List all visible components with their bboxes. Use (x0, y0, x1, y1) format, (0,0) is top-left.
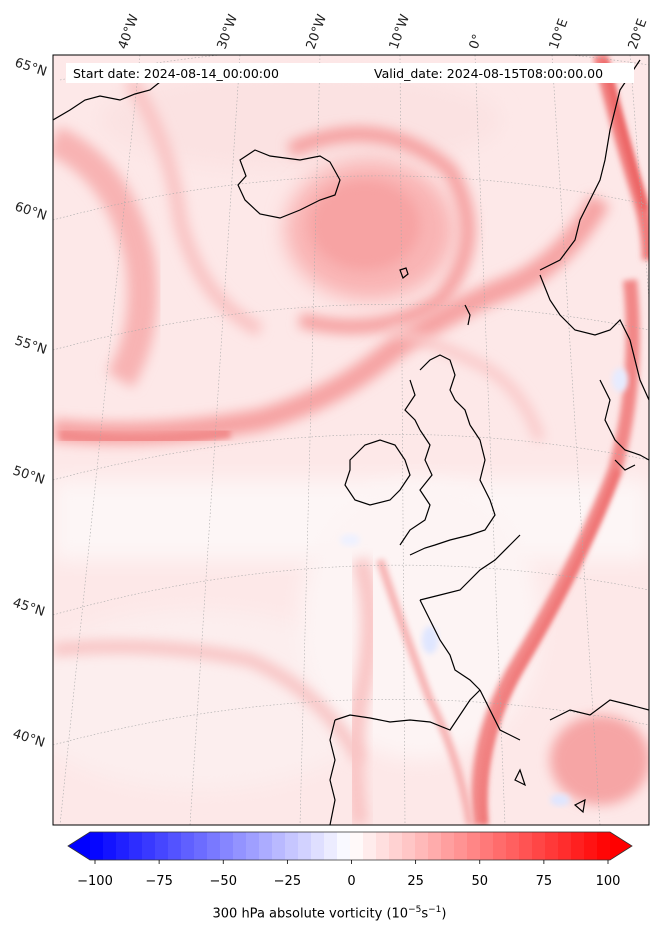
valid-date-label: Valid_date: 2024-08-15T08:00:00.00 (374, 66, 603, 81)
colorbar-segment (441, 832, 455, 860)
colorbar-segment (480, 832, 494, 860)
colorbar-segment (246, 832, 260, 860)
colorbar-segment (493, 832, 507, 860)
start-date-label: Start date: 2024-08-14_00:00:00 (73, 66, 279, 81)
colorbar-segment (233, 832, 247, 860)
colorbar-tick-label: −50 (210, 874, 237, 889)
lon-label: 10°W (387, 12, 413, 51)
lon-label: 0° (467, 32, 486, 51)
lat-label: 60°N (13, 200, 49, 224)
colorbar-tick-label: −100 (77, 874, 113, 889)
graticule (53, 55, 649, 825)
colorbar-segment (363, 832, 377, 860)
colorbar-segment (155, 832, 169, 860)
map-panel: Start date: 2024-08-14_00:00:00 Valid_da… (52, 54, 650, 826)
colorbar-segment (103, 832, 117, 860)
colorbar-segment (259, 832, 273, 860)
colorbar-title-exponent: −5 (408, 905, 422, 915)
colorbar-segment (324, 832, 338, 860)
colorbar-segment (337, 832, 351, 860)
colorbar-segment (168, 832, 182, 860)
colorbar-title-exponent: −1 (428, 905, 442, 915)
colorbar-segment (467, 832, 481, 860)
colorbar-segment (506, 832, 520, 860)
colorbar-segment (311, 832, 325, 860)
colorbar-segment (558, 832, 572, 860)
colorbar-segment (350, 832, 364, 860)
colorbar-segment (532, 832, 546, 860)
colorbar-title-unit: s (421, 906, 429, 922)
colorbar-extend-min (68, 832, 90, 860)
colorbar-segment (454, 832, 468, 860)
colorbar-tick-label: 100 (596, 874, 621, 889)
colorbar-segment (285, 832, 299, 860)
colorbar: −100 −75 −50 −25 0 25 50 75 100 (67, 831, 633, 889)
lon-label: 40°W (116, 12, 142, 51)
colorbar-segment (389, 832, 403, 860)
lat-label: 45°N (11, 596, 47, 620)
colorbar-title: 300 hPa absolute vorticity (10−5s−1) (0, 905, 659, 921)
lat-label: 40°N (11, 727, 47, 751)
colorbar-segment (415, 832, 429, 860)
colorbar-tick-label: 50 (471, 874, 488, 889)
colorbar-segment (272, 832, 286, 860)
coastlines (53, 59, 649, 825)
colorbar-segment (129, 832, 143, 860)
latitude-labels: 65°N 60°N 55°N 50°N 45°N 40°N (11, 56, 49, 751)
colorbar-tick-label: 25 (407, 874, 424, 889)
lat-label: 55°N (13, 334, 49, 358)
colorbar-segments (90, 832, 611, 860)
colorbar-segment (298, 832, 312, 860)
colorbar-extend-max (610, 832, 632, 860)
colorbar-segment (597, 832, 611, 860)
vorticity-field (53, 55, 649, 825)
colorbar-tick-label: −25 (274, 874, 301, 889)
lon-label: 20°E (626, 17, 651, 52)
colorbar-segment (207, 832, 221, 860)
colorbar-segment (90, 832, 104, 860)
colorbar-segment (116, 832, 130, 860)
colorbar-segment (142, 832, 156, 860)
colorbar-segment (584, 832, 598, 860)
colorbar-segment (220, 832, 234, 860)
colorbar-segment (519, 832, 533, 860)
colorbar-segment (376, 832, 390, 860)
colorbar-segment (194, 832, 208, 860)
colorbar-title-close: ) (441, 906, 447, 922)
longitude-labels: 40°W 30°W 20°W 10°W 0° 10°E 20°E (116, 12, 651, 51)
colorbar-segment (571, 832, 585, 860)
colorbar-outline (67, 831, 633, 861)
lon-label: 30°W (215, 12, 241, 51)
colorbar-segment (402, 832, 416, 860)
colorbar-tick-label: 75 (536, 874, 553, 889)
colorbar-tick-label: 0 (347, 874, 355, 889)
colorbar-segment (428, 832, 442, 860)
lon-label: 20°W (304, 12, 330, 51)
lat-label: 50°N (11, 464, 47, 488)
map-frame (52, 54, 650, 826)
header-box (66, 63, 634, 83)
colorbar-segment (181, 832, 195, 860)
colorbar-ticks: −100 −75 −50 −25 0 25 50 75 100 (77, 860, 620, 889)
colorbar-title-text: 300 hPa absolute vorticity (10 (212, 906, 409, 922)
colorbar-tick-label: −75 (145, 874, 172, 889)
lat-label: 65°N (13, 56, 49, 80)
lon-label: 10°E (547, 17, 572, 52)
colorbar-segment (545, 832, 559, 860)
